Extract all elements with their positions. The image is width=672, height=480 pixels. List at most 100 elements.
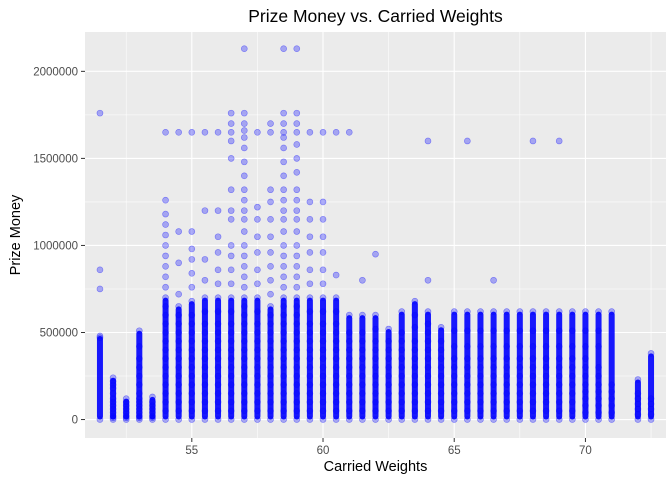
x-axis-ticks: 55 60 65 70 [185,438,592,457]
data-point-band [543,311,550,420]
data-point [280,120,287,127]
data-point [267,198,274,206]
y-tick-label: 2000000 [33,66,78,78]
data-point-band [582,311,589,420]
data-point-band [385,329,392,420]
data-point [280,158,287,166]
data-point [306,216,314,223]
data-point [162,231,169,239]
data-point [319,233,327,241]
y-tick-label: 1000000 [33,240,78,252]
data-point [280,196,287,204]
data-point [319,128,327,136]
data-point [240,207,248,214]
data-point [280,252,287,260]
data-point [162,210,169,218]
data-point-band [529,311,536,420]
y-tick-label: 500000 [40,327,78,339]
data-point [254,128,261,136]
data-point [293,273,301,281]
data-point [175,228,182,235]
data-point [214,207,222,214]
data-point [96,285,104,293]
data-point [319,249,327,256]
data-point-band [280,297,287,420]
data-point [240,127,248,134]
data-point-band [175,306,182,420]
data-point [293,242,301,249]
data-point [267,276,274,284]
data-point-band [149,396,156,420]
data-point-band [228,297,235,420]
data-point-band [516,311,523,420]
data-point [267,128,274,136]
data-point [175,259,182,267]
data-point [372,250,379,258]
y-axis-ticks: 0 500000 1000000 1500000 2000000 [33,66,85,427]
data-point [162,128,169,136]
data-point [345,128,353,136]
data-point [188,128,196,136]
data-point-band [438,327,445,420]
data-point [306,266,314,274]
x-tick-label: 55 [185,445,198,457]
data-point [293,120,301,127]
data-point-band [96,335,103,420]
data-point [293,207,301,214]
data-point-band [411,301,418,420]
data-point [280,242,287,249]
data-point [227,186,235,194]
data-point [227,137,235,145]
data-point-band [188,301,195,420]
data-point [306,280,314,288]
chart-title: Prize Money vs. Carried Weights [248,6,503,26]
data-point [227,120,235,127]
x-axis-title: Carried Weights [324,459,428,475]
data-point [201,256,209,263]
data-point [254,233,261,241]
data-point [267,186,274,194]
data-point-band [569,311,576,420]
x-tick-label: 65 [448,445,461,457]
data-point [267,216,274,223]
data-point-band [595,311,602,420]
data-point [201,276,209,284]
data-point [529,137,537,145]
data-point [280,283,287,291]
y-tick-label: 1500000 [33,153,78,165]
data-point [332,271,340,279]
data-point [227,155,235,162]
data-point-band [123,398,130,420]
data-point [293,128,301,136]
data-point-band [333,297,340,420]
data-point [319,280,327,288]
data-point [293,109,301,117]
data-point [240,263,248,270]
data-point-band [477,311,484,420]
data-point [267,263,274,270]
data-point [227,207,235,214]
data-point [306,249,314,256]
data-point-band [293,297,300,420]
data-point-band [201,297,208,420]
data-point [267,249,274,256]
data-point [280,273,287,281]
data-point [424,137,432,145]
data-point [280,134,287,141]
data-point [280,172,287,180]
data-point [162,283,169,291]
data-point [201,207,209,214]
data-points [96,45,655,423]
data-point [293,252,301,260]
data-point [227,242,235,249]
data-point [240,45,248,53]
data-point [280,207,287,214]
data-point-band [241,297,248,420]
data-point [267,290,274,298]
data-point [424,276,432,284]
data-point [293,141,301,148]
data-point [240,196,248,204]
data-point-band [306,297,313,420]
data-point [332,128,340,136]
y-axis-title: Prize Money [8,194,24,275]
